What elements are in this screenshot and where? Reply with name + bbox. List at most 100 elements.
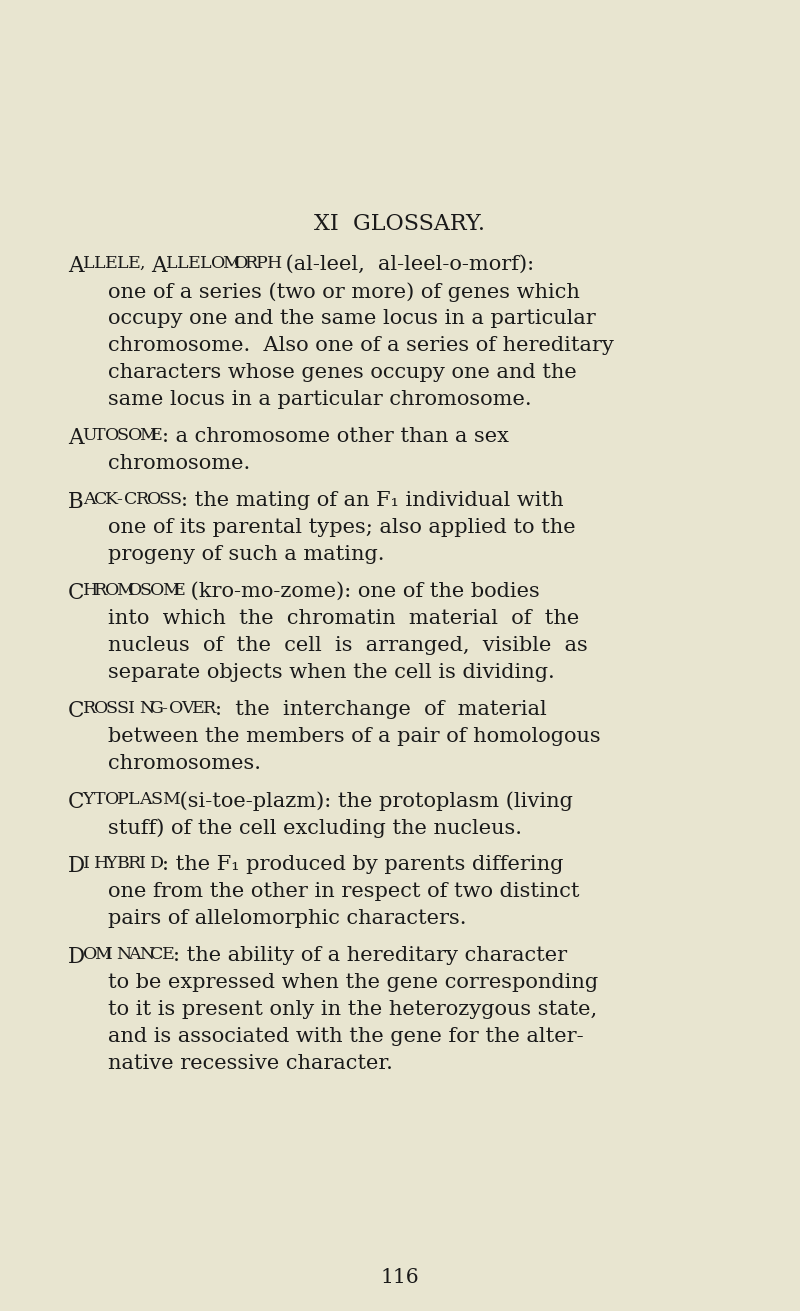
Text: A: A <box>82 492 95 507</box>
Text: S: S <box>139 582 151 599</box>
Text: Y: Y <box>106 855 117 872</box>
Text: C: C <box>68 582 85 604</box>
Text: C: C <box>150 947 164 964</box>
Text: one of a series (two or more) of genes which: one of a series (two or more) of genes w… <box>108 282 580 302</box>
Text: N: N <box>139 700 154 717</box>
Text: C: C <box>68 700 85 722</box>
Text: into  which  the  chromatin  material  of  the: into which the chromatin material of the <box>108 610 579 628</box>
Text: E: E <box>192 700 205 717</box>
Text: O: O <box>94 700 108 717</box>
Text: M: M <box>94 947 112 964</box>
Text: A: A <box>139 791 151 808</box>
Text: (al-leel,  al-leel-o-morf):: (al-leel, al-leel-o-morf): <box>278 256 534 274</box>
Text: H: H <box>82 582 98 599</box>
Text: I: I <box>128 700 134 717</box>
Text: chromosome.: chromosome. <box>108 454 250 473</box>
Text: S: S <box>117 427 129 444</box>
Text: T: T <box>94 427 106 444</box>
Text: : the F₁ produced by parents differing: : the F₁ produced by parents differing <box>162 855 563 874</box>
Text: A: A <box>128 947 140 964</box>
Text: Y: Y <box>82 791 94 808</box>
Text: M: M <box>117 582 134 599</box>
Text: B: B <box>68 492 84 513</box>
Text: chromosome.  Also one of a series of hereditary: chromosome. Also one of a series of here… <box>108 336 614 355</box>
Text: S: S <box>150 791 162 808</box>
Text: O: O <box>128 582 142 599</box>
Text: to be expressed when the gene corresponding: to be expressed when the gene correspond… <box>108 973 598 992</box>
Text: L: L <box>94 256 106 271</box>
Text: characters whose genes occupy one and the: characters whose genes occupy one and th… <box>108 363 577 382</box>
Text: R: R <box>135 492 149 507</box>
Text: I: I <box>139 855 146 872</box>
Text: occupy one and the same locus in a particular: occupy one and the same locus in a parti… <box>108 309 596 328</box>
Text: between the members of a pair of homologous: between the members of a pair of homolog… <box>108 728 601 746</box>
Text: O: O <box>106 582 119 599</box>
Text: K: K <box>106 492 118 507</box>
Text: (si-toe-plazm): the protoplasm (living: (si-toe-plazm): the protoplasm (living <box>173 791 573 810</box>
Text: N: N <box>117 947 132 964</box>
Text: U: U <box>82 427 97 444</box>
Text: S: S <box>117 700 129 717</box>
Text: C: C <box>94 492 107 507</box>
Text: L: L <box>200 256 211 271</box>
Text: nucleus  of  the  cell  is  arranged,  visible  as: nucleus of the cell is arranged, visible… <box>108 636 588 656</box>
Text: D: D <box>68 947 85 968</box>
Text: R: R <box>94 582 107 599</box>
Text: M: M <box>162 791 179 808</box>
Text: L: L <box>82 256 94 271</box>
Text: ,: , <box>139 256 145 271</box>
Text: : the ability of a hereditary character: : the ability of a hereditary character <box>173 947 567 965</box>
Text: : a chromosome other than a sex: : a chromosome other than a sex <box>162 427 509 446</box>
Text: H: H <box>267 256 282 271</box>
Text: : the mating of an F₁ individual with: : the mating of an F₁ individual with <box>181 492 563 510</box>
Text: one of its parental types; also applied to the: one of its parental types; also applied … <box>108 518 576 538</box>
Text: to it is present only in the heterozygous state,: to it is present only in the heterozygou… <box>108 1000 597 1019</box>
Text: E: E <box>173 582 186 599</box>
Text: T: T <box>94 791 106 808</box>
Text: I: I <box>82 855 90 872</box>
Text: P: P <box>117 791 128 808</box>
Text: R: R <box>203 700 217 717</box>
Text: E: E <box>150 427 163 444</box>
Text: -: - <box>162 700 167 717</box>
Text: L: L <box>177 256 189 271</box>
Text: A: A <box>151 256 166 277</box>
Text: O: O <box>150 582 165 599</box>
Text: separate objects when the cell is dividing.: separate objects when the cell is dividi… <box>108 663 554 682</box>
Text: P: P <box>256 256 268 271</box>
Text: S: S <box>106 700 118 717</box>
Text: C: C <box>124 492 138 507</box>
Text: C: C <box>68 791 85 813</box>
Text: chromosomes.: chromosomes. <box>108 754 261 773</box>
Text: V: V <box>181 700 194 717</box>
Text: L: L <box>128 791 139 808</box>
Text: B: B <box>117 855 130 872</box>
Text: native recessive character.: native recessive character. <box>108 1054 393 1072</box>
Text: XI  GLOSSARY.: XI GLOSSARY. <box>314 212 486 235</box>
Text: I: I <box>106 947 112 964</box>
Text: (kro-mo-zome): one of the bodies: (kro-mo-zome): one of the bodies <box>184 582 540 600</box>
Text: O: O <box>170 700 184 717</box>
Text: O: O <box>82 947 97 964</box>
Text: R: R <box>128 855 141 872</box>
Text: A: A <box>68 427 83 448</box>
Text: and is associated with the gene for the alter-: and is associated with the gene for the … <box>108 1027 584 1046</box>
Text: G: G <box>150 700 164 717</box>
Text: R: R <box>82 700 96 717</box>
Text: progeny of such a mating.: progeny of such a mating. <box>108 545 385 564</box>
Text: R: R <box>245 256 258 271</box>
Text: S: S <box>158 492 170 507</box>
Text: M: M <box>222 256 240 271</box>
Text: D: D <box>68 855 85 877</box>
Text: E: E <box>162 947 174 964</box>
Text: N: N <box>139 947 154 964</box>
Text: -: - <box>117 492 122 507</box>
Text: L: L <box>117 256 128 271</box>
Text: O: O <box>211 256 226 271</box>
Text: O: O <box>128 427 142 444</box>
Text: one from the other in respect of two distinct: one from the other in respect of two dis… <box>108 882 579 901</box>
Text: O: O <box>106 427 119 444</box>
Text: :  the  interchange  of  material: : the interchange of material <box>214 700 546 718</box>
Text: O: O <box>234 256 248 271</box>
Text: E: E <box>128 256 141 271</box>
